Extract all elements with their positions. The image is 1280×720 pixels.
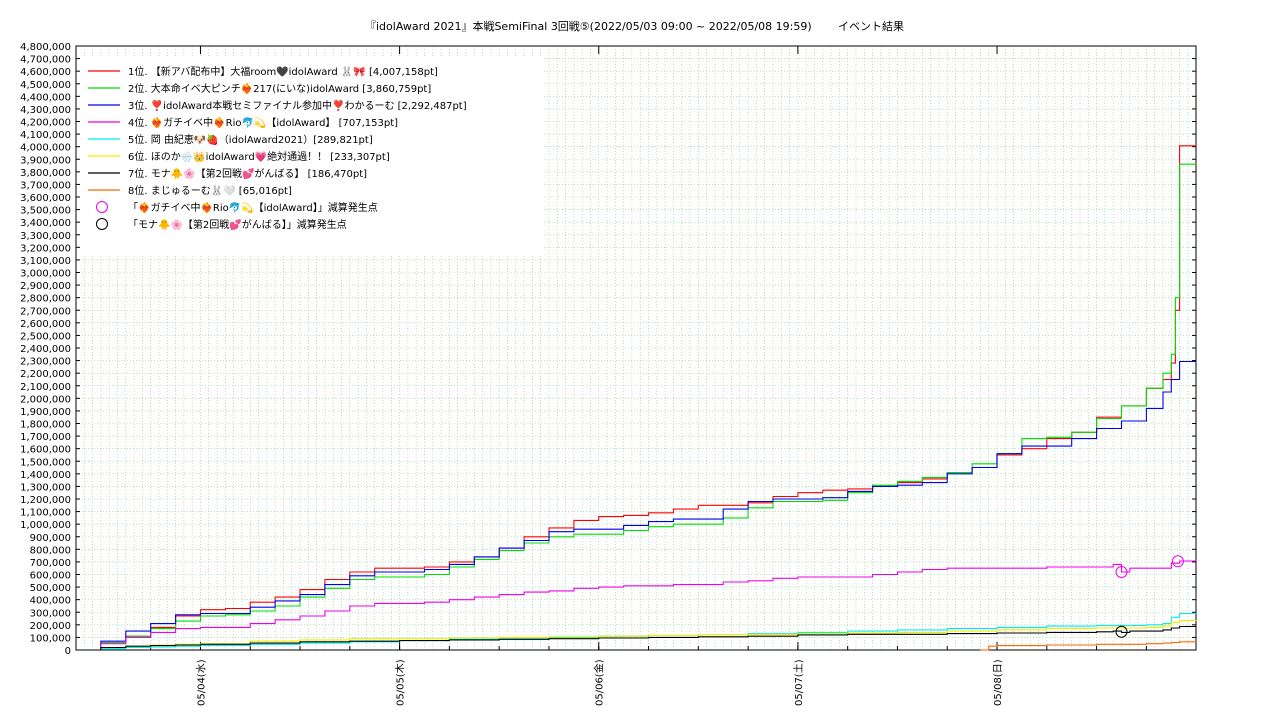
x-tick-label: 05/07(土) (792, 659, 805, 706)
legend-box (80, 56, 544, 254)
y-tick-label: 100,000 (30, 633, 71, 644)
markers (1115, 555, 1184, 638)
legend-label-5: 5位. 岡 由紀恵🐶🍓（idolAward2021）[289,821pt] (128, 133, 373, 146)
y-tick-label: 900,000 (30, 533, 71, 544)
y-tick-label: 3,500,000 (20, 206, 71, 217)
y-tick-label: 1,600,000 (20, 445, 71, 456)
y-tick-label: 1,800,000 (20, 420, 71, 431)
legend-marker-label-2: 「モナ🐥🌸【第2回戦💕がんばる】」減算発生点 (128, 218, 347, 231)
marker-point-1 (1115, 565, 1128, 578)
y-tick-label: 200,000 (30, 621, 71, 632)
y-tick-label: 3,700,000 (20, 180, 71, 191)
y-tick-label: 2,600,000 (20, 319, 71, 330)
series-line-2 (76, 163, 1197, 651)
y-tick-label: 0 (65, 646, 71, 657)
y-tick-label: 3,300,000 (20, 231, 71, 242)
y-tick-label: 4,100,000 (20, 130, 71, 141)
legend-label-7: 7位. モナ🐥🌸【第2回戦💕がんばる】 [186,470pt] (128, 167, 367, 180)
y-tick-label: 1,100,000 (20, 508, 71, 519)
y-tick-label: 800,000 (30, 545, 71, 556)
legend-marker-2 (96, 218, 108, 230)
y-tick-label: 2,100,000 (20, 382, 71, 393)
y-tick-label: 2,700,000 (20, 306, 71, 317)
series-line-4 (76, 560, 1197, 651)
y-tick-label: 3,400,000 (20, 218, 71, 229)
legend-label-3: 3位. ❣️idolAward本戦セミファイナル参加中❣️わかるーむ [2,29… (128, 99, 467, 112)
series-line-8 (980, 641, 1197, 651)
x-tick-label: 05/06(金) (593, 659, 606, 706)
x-tick-label: 05/08(日) (993, 659, 1004, 706)
series-lines (76, 145, 1197, 651)
legend-marker-1 (96, 201, 108, 213)
y-tick-label: 500,000 (30, 583, 71, 594)
legend-label-4: 4位. ❤️‍🔥ガチイベ中❤️‍🔥Rio🐬💫【idolAward】 [707,1… (128, 116, 398, 129)
y-tick-label: 300,000 (30, 608, 71, 619)
y-tick-label: 2,300,000 (20, 357, 71, 368)
series-line-7 (76, 625, 1197, 651)
y-tick-label: 1,700,000 (20, 432, 71, 443)
y-tick-label: 3,200,000 (20, 243, 71, 254)
y-tick-label: 400,000 (30, 596, 71, 607)
legend-label-1: 1位. 【新アバ配布中】大福room🖤idolAward 🐰🎀 [4,007,1… (128, 65, 438, 78)
y-tick-label: 4,500,000 (20, 80, 71, 91)
y-tick-label: 2,400,000 (20, 344, 71, 355)
legend-marker-label-1: 「❤️‍🔥ガチイベ中❤️‍🔥Rio🐬💫【idolAward】」減算発生点 (128, 201, 378, 214)
y-tick-label: 2,200,000 (20, 369, 71, 380)
y-tick-label: 1,000,000 (20, 520, 71, 531)
y-tick-label: 1,300,000 (20, 482, 71, 493)
y-tick-label: 1,500,000 (20, 457, 71, 468)
y-tick-label: 700,000 (30, 558, 71, 569)
legend-label-6: 6位. ほのか🌧️👑idolAward💗絶対通過！！ [233,307pt] (128, 150, 390, 163)
legend-label-2: 2位. 大本命イベ大ピンチ❤️‍🔥217(にいな)idolAward [3,86… (128, 82, 431, 95)
marker-point-1 (1171, 555, 1184, 568)
y-tick-label: 4,400,000 (20, 92, 71, 103)
x-tick-label: 05/04(水) (195, 659, 207, 706)
y-tick-label: 1,200,000 (20, 495, 71, 506)
y-tick-label: 3,000,000 (20, 269, 71, 280)
legend: 1位. 【新アバ配布中】大福room🖤idolAward 🐰🎀 [4,007,1… (80, 56, 544, 254)
y-tick-label: 3,800,000 (20, 168, 71, 179)
y-tick-label: 4,600,000 (20, 67, 71, 78)
series-line-3 (76, 360, 1197, 651)
y-tick-label: 2,900,000 (20, 281, 71, 292)
y-tick-label: 1,900,000 (20, 407, 71, 418)
legend-label-8: 8位. まじゅるーむ🐰🤍 [65,016pt] (128, 184, 292, 197)
y-tick-label: 4,200,000 (20, 118, 71, 129)
y-tick-label: 3,100,000 (20, 256, 71, 267)
chart-title: 『idolAward 2021』本戦SemiFinal 3回戦⑤(2022/05… (365, 19, 812, 33)
y-tick-label: 3,900,000 (20, 155, 71, 166)
y-tick-label: 2,500,000 (20, 331, 71, 342)
y-tick-label: 600,000 (30, 571, 71, 582)
y-tick-label: 2,800,000 (20, 294, 71, 305)
chart-subtitle: イベント結果 (838, 19, 904, 33)
y-tick-label: 2,000,000 (20, 394, 71, 405)
marker-point-2 (1115, 625, 1128, 638)
y-tick-label: 4,300,000 (20, 105, 71, 116)
y-tick-label: 1,400,000 (20, 470, 71, 481)
y-tick-label: 4,800,000 (20, 42, 71, 53)
y-tick-label: 4,000,000 (20, 143, 71, 154)
x-tick-label: 05/05(木) (395, 659, 407, 706)
y-tick-label: 3,600,000 (20, 193, 71, 204)
y-tick-label: 4,700,000 (20, 55, 71, 66)
